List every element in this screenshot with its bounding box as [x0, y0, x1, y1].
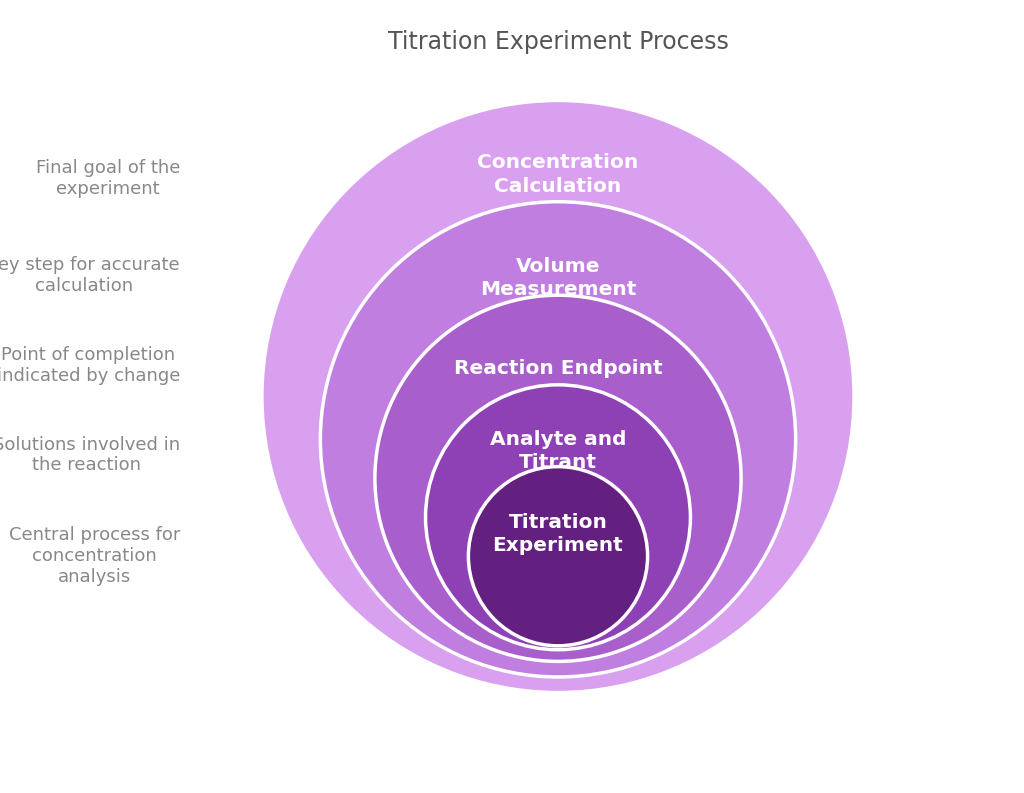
- Ellipse shape: [426, 385, 690, 649]
- Text: Analyte and
Titrant: Analyte and Titrant: [489, 430, 627, 473]
- Text: Key step for accurate
calculation: Key step for accurate calculation: [0, 256, 180, 295]
- Text: Final goal of the
experiment: Final goal of the experiment: [36, 159, 180, 197]
- Text: Titration
Experiment: Titration Experiment: [493, 512, 624, 555]
- Text: Solutions involved in
the reaction: Solutions involved in the reaction: [0, 435, 180, 474]
- Text: Reaction Endpoint: Reaction Endpoint: [454, 359, 663, 378]
- Text: Titration Experiment Process: Titration Experiment Process: [387, 30, 728, 54]
- Ellipse shape: [375, 295, 741, 661]
- Ellipse shape: [468, 466, 647, 646]
- Ellipse shape: [321, 201, 796, 677]
- Text: Central process for
concentration
analysis: Central process for concentration analys…: [9, 527, 180, 586]
- Text: Point of completion
indicated by change: Point of completion indicated by change: [0, 346, 180, 385]
- Text: Concentration
Calculation: Concentration Calculation: [477, 153, 639, 196]
- Ellipse shape: [262, 101, 854, 692]
- Text: Volume
Measurement: Volume Measurement: [480, 256, 636, 299]
